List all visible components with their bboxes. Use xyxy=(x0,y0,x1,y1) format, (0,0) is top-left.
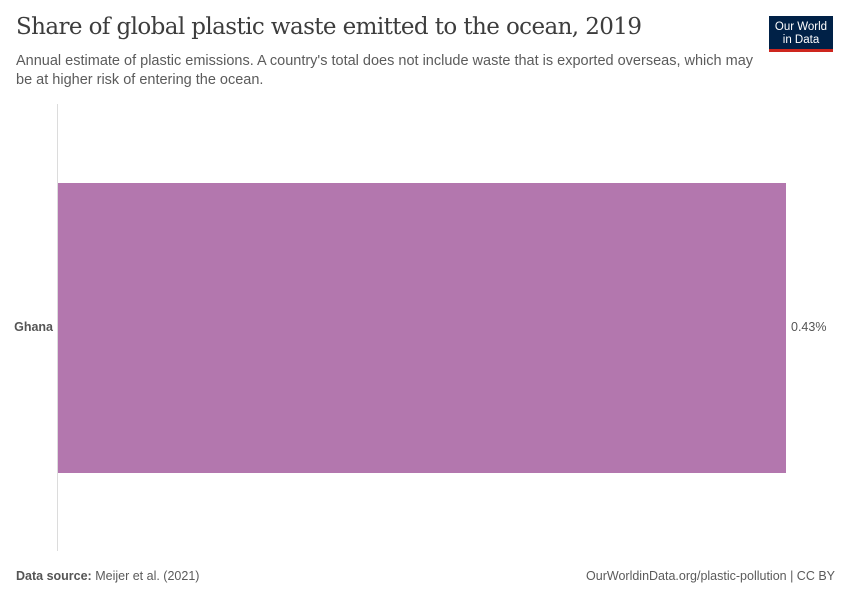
data-source: Data source: Meijer et al. (2021) xyxy=(16,569,199,583)
footer-link[interactable]: OurWorldinData.org/plastic-pollution | C… xyxy=(586,569,835,583)
data-source-label: Data source: xyxy=(16,569,92,583)
bar-ghana[interactable] xyxy=(58,183,786,473)
logo-line-2: in Data xyxy=(782,33,820,46)
chart-title: Share of global plastic waste emitted to… xyxy=(16,14,642,40)
value-label: 0.43% xyxy=(791,320,827,334)
logo-line-1: Our World xyxy=(774,20,828,33)
category-label: Ghana xyxy=(14,320,53,334)
chart-subtitle: Annual estimate of plastic emissions. A … xyxy=(16,53,754,88)
data-source-value[interactable]: Meijer et al. (2021) xyxy=(95,569,200,583)
owid-logo[interactable]: Our World in Data xyxy=(769,16,833,52)
y-axis-line xyxy=(57,104,58,551)
